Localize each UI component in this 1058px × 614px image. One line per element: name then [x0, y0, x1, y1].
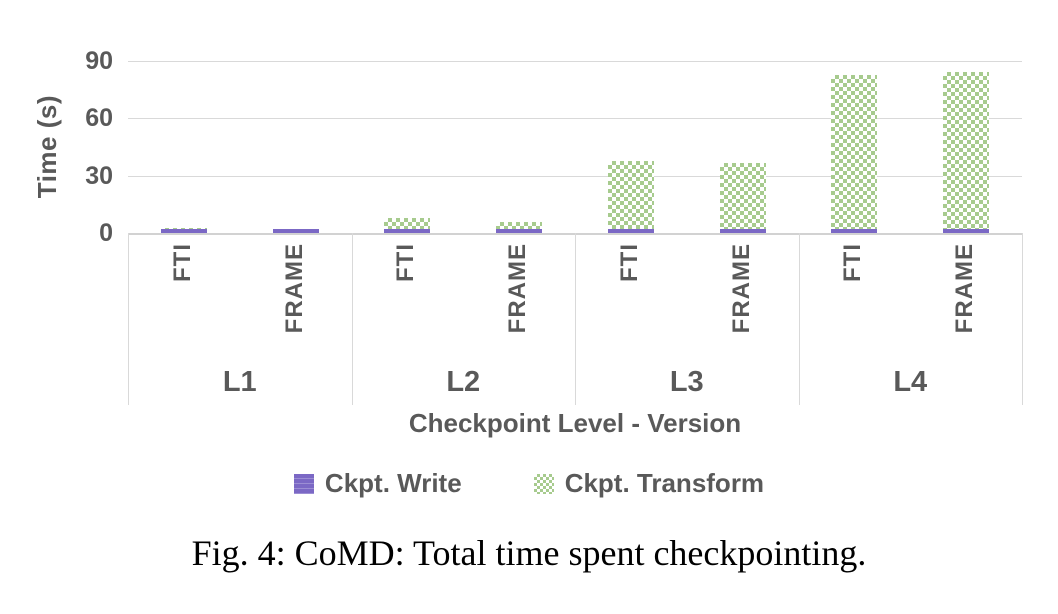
gridline-30 [128, 175, 1022, 177]
bar-segment-ckpt-write [496, 229, 543, 233]
gridline-60 [128, 118, 1022, 120]
bar-segment-ckpt-write [831, 229, 878, 233]
group-divider [798, 233, 800, 405]
gridline-90 [128, 61, 1022, 62]
bar-segment-ckpt-write [384, 229, 431, 233]
category-label-fti: FTI [615, 243, 643, 282]
legend: Ckpt. Write Ckpt. Transform [0, 468, 1058, 499]
bar-segment-ckpt-write [272, 228, 319, 233]
group-divider [128, 233, 129, 405]
legend-item-ckpt-write: Ckpt. Write [293, 468, 462, 499]
category-label-fti: FTI [392, 243, 420, 282]
bar-segment-ckpt-transform [943, 72, 990, 230]
bar-segment-ckpt-transform [831, 75, 878, 230]
x-axis-title: Checkpoint Level - Version [408, 408, 742, 438]
category-label-frame: FRAME [951, 243, 979, 334]
legend-label-ckpt-write: Ckpt. Write [324, 468, 462, 498]
y-tick-label: 90 [85, 47, 113, 75]
group-label-l1: L1 [222, 366, 257, 398]
category-label-frame: FRAME [727, 243, 755, 334]
bar-segment-ckpt-write [607, 229, 654, 233]
bar-segment-ckpt-write [943, 229, 990, 233]
group-divider [1022, 233, 1023, 405]
group-divider [575, 233, 576, 405]
group-divider [351, 233, 353, 405]
ckpt-transform-swatch-icon [533, 473, 554, 494]
bar-segment-ckpt-write [160, 228, 207, 233]
category-label-frame: FRAME [280, 243, 308, 334]
figure-caption: Fig. 4: CoMD: Total time spent checkpoin… [191, 533, 867, 573]
category-label-fti: FTI [839, 243, 867, 282]
bar-segment-ckpt-transform [496, 222, 543, 230]
group-label-l4: L4 [893, 366, 928, 398]
bar-segment-ckpt-write [719, 229, 766, 233]
y-tick-label: 0 [99, 219, 113, 247]
category-label-fti: FTI [168, 243, 196, 282]
y-tick-label: 30 [85, 161, 113, 190]
legend-label-ckpt-transform: Ckpt. Transform [564, 468, 765, 498]
bar-segment-ckpt-transform [160, 227, 207, 229]
category-label-frame: FRAME [504, 243, 532, 334]
y-tick-label: 60 [85, 104, 113, 133]
bar-segment-ckpt-transform [607, 161, 654, 230]
group-label-l2: L2 [446, 366, 481, 398]
bar-segment-ckpt-transform [719, 163, 766, 230]
ckpt-write-swatch-icon [293, 473, 314, 494]
legend-item-ckpt-transform: Ckpt. Transform [533, 468, 765, 499]
group-label-l3: L3 [669, 366, 704, 398]
bar-segment-ckpt-transform [384, 217, 431, 230]
